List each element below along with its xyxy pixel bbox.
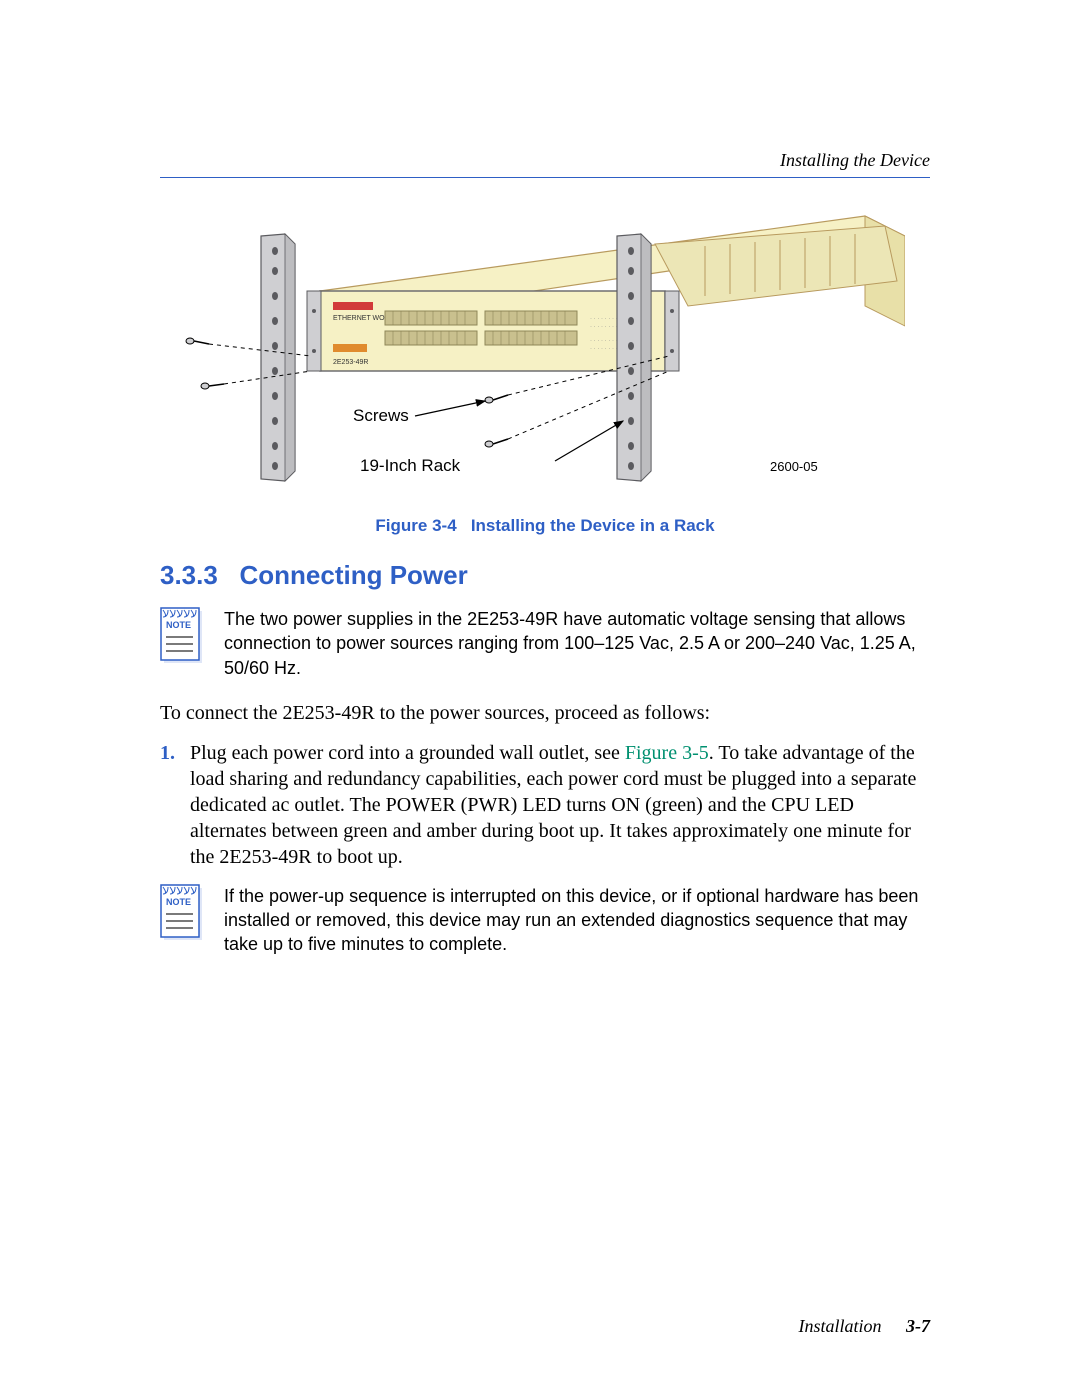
figure-label-screws: Screws — [353, 406, 409, 425]
note-text: The two power supplies in the 2E253-49R … — [224, 607, 930, 680]
figure-label-rack: 19-Inch Rack — [360, 456, 461, 475]
figure-3-5-link[interactable]: Figure 3-5 — [625, 742, 709, 764]
note-text: If the power-up sequence is interrupted … — [224, 884, 930, 957]
section-title: Connecting Power — [240, 560, 468, 590]
running-head: Installing the Device — [160, 150, 930, 171]
note-block-power-specs: NOTE The two power supplies in the 2E253… — [160, 607, 930, 680]
svg-text:2E253-49R: 2E253-49R — [333, 359, 368, 366]
note-block-diagnostics: NOTE If the power-up sequence is interru… — [160, 884, 930, 957]
svg-text:NOTE: NOTE — [166, 897, 191, 907]
section-number: 3.3.3 — [160, 560, 218, 590]
figure-drawing-number: 2600-05 — [770, 459, 818, 474]
figure-rack-install: ETHERNET WORKGROUP SWITCH 2E253-49R — [160, 196, 930, 506]
note-icon: NOTE — [160, 884, 206, 949]
step-number: 1. — [160, 740, 190, 870]
note-icon: NOTE — [160, 607, 206, 672]
step-1: 1. Plug each power cord into a grounded … — [160, 740, 930, 870]
section-heading: 3.3.3 Connecting Power — [160, 560, 930, 591]
page-footer: Installation 3-7 — [798, 1316, 930, 1337]
step-body: Plug each power cord into a grounded wal… — [190, 740, 930, 870]
svg-text:NOTE: NOTE — [166, 620, 191, 630]
header-rule — [160, 177, 930, 178]
footer-chapter: Installation — [798, 1316, 881, 1336]
footer-page-number: 3-7 — [906, 1316, 930, 1336]
intro-paragraph: To connect the 2E253-49R to the power so… — [160, 700, 930, 726]
step1-pre: Plug each power cord into a grounded wal… — [190, 742, 625, 764]
figure-caption: Figure 3-4 Installing the Device in a Ra… — [160, 516, 930, 536]
figure-caption-prefix: Figure 3-4 — [375, 516, 456, 535]
figure-caption-text: Installing the Device in a Rack — [471, 516, 715, 535]
